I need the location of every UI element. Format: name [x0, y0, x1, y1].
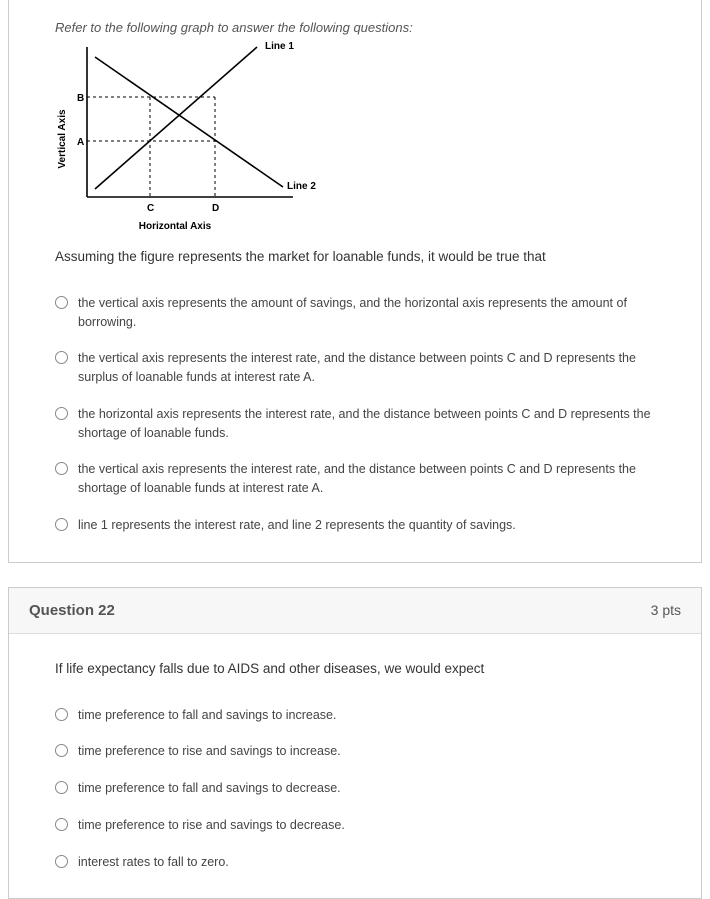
option-row[interactable]: interest rates to fall to zero.: [55, 844, 673, 881]
option-row[interactable]: time preference to fall and savings to d…: [55, 770, 673, 807]
question-title: Question 22: [29, 602, 115, 619]
radio-icon[interactable]: [55, 351, 68, 364]
option-text: interest rates to fall to zero.: [78, 853, 673, 872]
radio-icon[interactable]: [55, 518, 68, 531]
loanable-funds-graph: Vertical Axis Line 1 Line 2: [55, 39, 323, 234]
option-text: time preference to fall and savings to i…: [78, 706, 673, 725]
option-text: the vertical axis represents the amount …: [78, 294, 673, 332]
option-row[interactable]: the vertical axis represents the interes…: [55, 340, 673, 396]
radio-icon[interactable]: [55, 781, 68, 794]
radio-icon[interactable]: [55, 407, 68, 420]
option-text: time preference to rise and savings to d…: [78, 816, 673, 835]
option-row[interactable]: time preference to fall and savings to i…: [55, 697, 673, 734]
option-text: the vertical axis represents the interes…: [78, 460, 673, 498]
option-row[interactable]: time preference to rise and savings to i…: [55, 733, 673, 770]
question-body: Refer to the following graph to answer t…: [9, 8, 701, 562]
options-list: the vertical axis represents the amount …: [55, 285, 673, 544]
point-c-label: C: [147, 203, 154, 214]
question-points: 3 pts: [651, 602, 681, 618]
option-text: the vertical axis represents the interes…: [78, 349, 673, 387]
radio-icon[interactable]: [55, 296, 68, 309]
question-text: Assuming the figure represents the marke…: [55, 248, 673, 267]
option-row[interactable]: time preference to rise and savings to d…: [55, 807, 673, 844]
radio-icon[interactable]: [55, 708, 68, 721]
option-row[interactable]: the horizontal axis represents the inter…: [55, 396, 673, 452]
line-1-label: Line 1: [265, 41, 294, 52]
point-b-label: B: [77, 93, 84, 104]
option-text: line 1 represents the interest rate, and…: [78, 516, 673, 535]
question-card-22: Question 22 3 pts If life expectancy fal…: [8, 587, 702, 899]
graph-prompt: Refer to the following graph to answer t…: [55, 20, 673, 35]
graph-container: Vertical Axis Line 1 Line 2: [55, 39, 673, 234]
question-body: If life expectancy falls due to AIDS and…: [9, 634, 701, 899]
radio-icon[interactable]: [55, 855, 68, 868]
radio-icon[interactable]: [55, 744, 68, 757]
option-row[interactable]: line 1 represents the interest rate, and…: [55, 507, 673, 544]
option-row[interactable]: the vertical axis represents the amount …: [55, 285, 673, 341]
radio-icon[interactable]: [55, 818, 68, 831]
point-d-label: D: [212, 203, 219, 214]
question-text: If life expectancy falls due to AIDS and…: [55, 660, 673, 679]
question-header: Question 22 3 pts: [9, 588, 701, 634]
y-axis-label: Vertical Axis: [57, 109, 68, 169]
point-a-label: A: [77, 137, 84, 148]
question-card-21: Refer to the following graph to answer t…: [8, 0, 702, 563]
option-row[interactable]: the vertical axis represents the interes…: [55, 451, 673, 507]
option-text: time preference to rise and savings to i…: [78, 742, 673, 761]
line-2-label: Line 2: [287, 181, 316, 192]
line-1: [95, 47, 257, 189]
option-text: time preference to fall and savings to d…: [78, 779, 673, 798]
options-list: time preference to fall and savings to i…: [55, 697, 673, 881]
line-2: [95, 57, 283, 187]
option-text: the horizontal axis represents the inter…: [78, 405, 673, 443]
question-22-wrapper: Question 22 3 pts If life expectancy fal…: [8, 587, 702, 899]
x-axis-label: Horizontal Axis: [139, 221, 212, 232]
radio-icon[interactable]: [55, 462, 68, 475]
